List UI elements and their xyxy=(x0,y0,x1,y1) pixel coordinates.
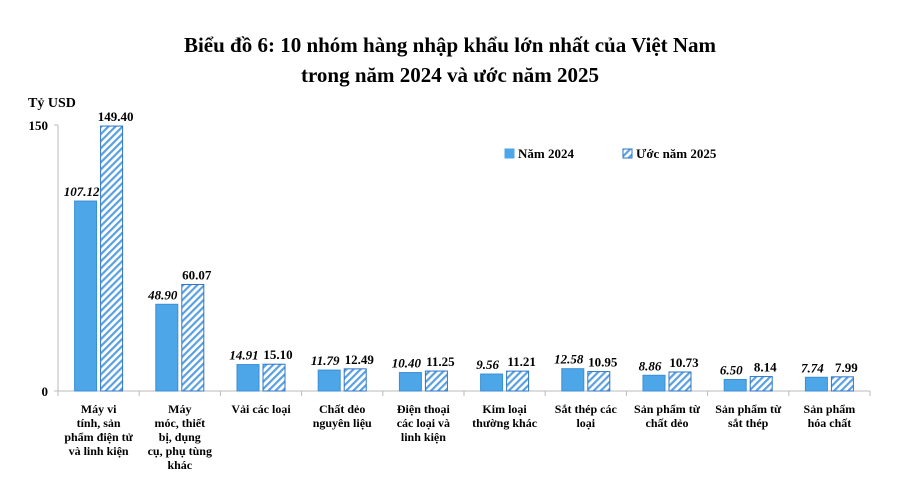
data-label-2025: 11.25 xyxy=(426,354,455,369)
data-label-2025: 15.10 xyxy=(263,347,292,362)
x-tick-label: Chất dẻo nguyên liệu xyxy=(313,402,372,430)
bar-2024 xyxy=(398,372,422,392)
data-label-2024: 12.58 xyxy=(554,352,584,367)
bar-2024 xyxy=(236,364,260,392)
bar-2024 xyxy=(317,369,341,392)
data-label-2024: 6.50 xyxy=(720,362,743,377)
legend-label-2025: Ước năm 2025 xyxy=(636,146,717,161)
x-tick-label: Sản phẩm từ chất dẻo xyxy=(634,402,701,430)
chart-title-line-2: trong năm 2024 và ước năm 2025 xyxy=(300,63,599,87)
bar-2025 xyxy=(668,371,692,392)
bar-2025 xyxy=(100,125,124,392)
data-label-2024: 107.12 xyxy=(64,184,100,199)
x-tick-label: Sắt thép các loại xyxy=(555,402,618,430)
data-label-2025: 11.21 xyxy=(507,354,536,369)
chart-title: Biểu đồ 6: 10 nhóm hàng nhập khẩu lớn nh… xyxy=(0,30,900,90)
bar-2024 xyxy=(804,376,828,392)
bar-2024 xyxy=(642,374,666,392)
x-tick-label: Sản phẩm từ sắt thép xyxy=(715,402,782,430)
data-label-2024: 8.86 xyxy=(639,358,662,373)
data-label-2025: 12.49 xyxy=(345,352,375,367)
data-label-2025: 10.95 xyxy=(588,355,618,370)
bar-2025 xyxy=(830,376,854,392)
x-tick-label: Máy móc, thiết bị, dụng cụ, phụ tùng khác xyxy=(148,402,212,472)
bar-2024 xyxy=(155,303,179,392)
bar-2025 xyxy=(181,283,205,392)
y-tick-label: 150 xyxy=(29,118,49,133)
data-label-2024: 11.79 xyxy=(311,353,340,368)
y-axis-label: Tỷ USD xyxy=(28,96,76,111)
bar-2025 xyxy=(506,370,530,392)
legend-label-2024: Năm 2024 xyxy=(518,146,574,161)
bar-2024 xyxy=(74,200,98,392)
x-tick-label: Kim loại thường khác xyxy=(472,402,538,430)
bar-2024 xyxy=(561,368,585,392)
legend-swatch-2025 xyxy=(622,148,633,159)
data-label-2025: 8.14 xyxy=(754,360,777,375)
data-label-2024: 10.40 xyxy=(392,356,422,371)
data-label-2024: 7.74 xyxy=(801,360,824,375)
bar-2025 xyxy=(343,368,367,392)
data-label-2025: 7.99 xyxy=(835,360,858,375)
bar-2024 xyxy=(723,378,747,392)
bar-2025 xyxy=(587,371,611,392)
y-tick-label: 0 xyxy=(42,384,49,399)
x-tick-label: Máy vi tính, sản phẩm điện tử và linh kiện xyxy=(64,402,133,458)
data-label-2024: 14.91 xyxy=(229,348,258,363)
legend-swatch-2024 xyxy=(504,148,515,159)
data-label-2025: 149.40 xyxy=(98,109,134,124)
chart-title-line-1: Biểu đồ 6: 10 nhóm hàng nhập khẩu lớn nh… xyxy=(183,33,717,57)
x-tick-label: Sản phẩm hóa chất xyxy=(804,402,856,430)
bar-2025 xyxy=(424,370,448,392)
data-label-2024: 48.90 xyxy=(147,287,178,302)
bar-2024 xyxy=(480,373,504,392)
bar-2025 xyxy=(749,376,773,392)
data-label-2025: 60.07 xyxy=(182,267,212,282)
data-label-2024: 9.56 xyxy=(476,357,499,372)
bar-2025 xyxy=(262,363,286,392)
data-label-2025: 10.73 xyxy=(669,355,699,370)
x-tick-label: Vải các loại xyxy=(231,402,291,416)
x-tick-label: Điện thoại các loại và linh kiện xyxy=(397,402,451,444)
